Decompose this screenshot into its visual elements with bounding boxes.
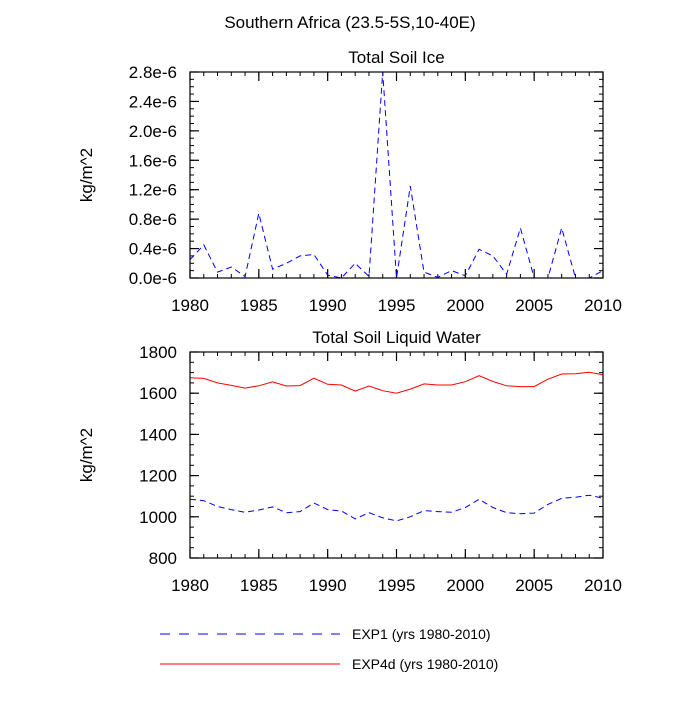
x-tick-label: 2010 — [584, 296, 622, 315]
x-tick-label: 1985 — [240, 296, 278, 315]
y-tick-label: 2.8e-6 — [129, 63, 177, 82]
plot-frame — [189, 351, 604, 559]
series-line-exp1 — [189, 71, 604, 279]
series-line-exp4d — [189, 371, 604, 394]
x-tick-label: 2000 — [446, 296, 484, 315]
y-tick-label: 0.0e-6 — [129, 269, 177, 288]
x-tick-label: 1980 — [171, 576, 209, 595]
y-tick-label: 1400 — [139, 425, 177, 444]
x-tick-label: 1990 — [309, 296, 347, 315]
x-tick-label: 2000 — [446, 576, 484, 595]
y-tick-label: 2.0e-6 — [129, 122, 177, 141]
x-tick-label: 2005 — [515, 296, 553, 315]
y-tick-label: 0.8e-6 — [129, 210, 177, 229]
x-tick-label: 1990 — [309, 576, 347, 595]
y-tick-label: 0.4e-6 — [129, 240, 177, 259]
x-tick-label: 2005 — [515, 576, 553, 595]
series-line-exp1 — [189, 494, 604, 522]
panel-title: Total Soil Ice — [348, 48, 444, 67]
x-tick-label: 1980 — [171, 296, 209, 315]
y-tick-label: 1.2e-6 — [129, 181, 177, 200]
panel-title: Total Soil Liquid Water — [312, 328, 481, 347]
figure-title: Southern Africa (23.5-5S,10-40E) — [224, 13, 475, 32]
x-tick-label: 2010 — [584, 576, 622, 595]
x-tick-label: 1995 — [378, 296, 416, 315]
y-tick-label: 1200 — [139, 467, 177, 486]
y-tick-label: 800 — [149, 549, 177, 568]
x-tick-label: 1995 — [378, 576, 416, 595]
y-tick-label: 1600 — [139, 384, 177, 403]
panel-2: Total Soil Liquid Water kg/m^2 1980 1985 199… — [77, 328, 622, 595]
y-axis-label: kg/m^2 — [77, 148, 96, 202]
legend-label: EXP1 (yrs 1980-2010) — [352, 626, 491, 642]
panel-1: Total Soil Ice kg/m^2 1980 1985 1990 1995 2000… — [77, 48, 622, 315]
y-tick-label: 1.6e-6 — [129, 151, 177, 170]
y-axis-label: kg/m^2 — [77, 428, 96, 482]
legend: EXP1 (yrs 1980-2010) EXP4d (yrs 1980-2010… — [160, 626, 498, 672]
plot-frame — [189, 71, 604, 279]
legend-label: EXP4d (yrs 1980-2010) — [352, 656, 498, 672]
y-tick-label: 1800 — [139, 343, 177, 362]
x-tick-label: 1985 — [240, 576, 278, 595]
y-tick-label: 2.4e-6 — [129, 92, 177, 111]
y-tick-label: 1000 — [139, 508, 177, 527]
